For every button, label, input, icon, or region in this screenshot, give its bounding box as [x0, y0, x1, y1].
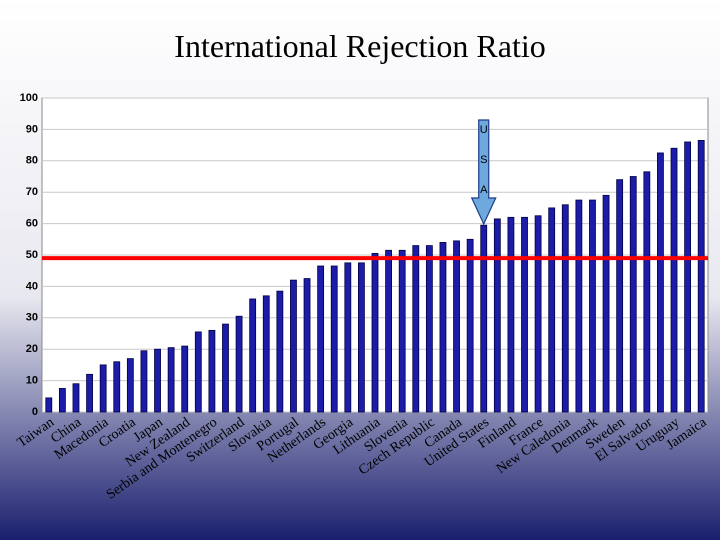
bar — [72, 383, 80, 413]
y-tick-label: 10 — [26, 375, 38, 387]
y-tick-label: 40 — [26, 280, 38, 292]
bar — [412, 245, 420, 413]
bar — [344, 262, 352, 413]
bar — [317, 265, 325, 413]
bar — [290, 279, 297, 413]
y-tick-label: 100 — [20, 92, 38, 104]
bar — [439, 242, 447, 413]
bar — [398, 249, 406, 413]
bar — [181, 345, 189, 413]
bar — [99, 364, 107, 413]
bar — [629, 176, 637, 413]
bar — [45, 397, 53, 413]
y-tick-label: 0 — [32, 406, 38, 418]
bar — [385, 249, 392, 413]
bar — [222, 323, 229, 413]
bar — [262, 295, 270, 413]
bar — [466, 238, 474, 413]
bar — [697, 139, 705, 413]
arrow — [470, 119, 497, 226]
annotation-letter: A — [480, 184, 488, 196]
bar — [453, 240, 460, 413]
bar — [534, 215, 542, 413]
bar — [507, 216, 515, 413]
bar — [670, 147, 678, 413]
bar — [657, 152, 664, 413]
bar — [616, 179, 624, 413]
y-tick-label: 90 — [26, 123, 38, 135]
bar — [249, 298, 257, 413]
bar — [167, 347, 175, 413]
bar — [303, 278, 311, 413]
annotation-letter: U — [480, 124, 488, 136]
bar — [154, 348, 161, 413]
chart-title: International Rejection Ratio — [174, 28, 545, 64]
bar — [140, 350, 148, 413]
bar — [330, 265, 338, 413]
bar — [589, 199, 596, 413]
bar — [194, 331, 202, 413]
bar — [493, 218, 501, 413]
bar — [208, 329, 216, 413]
annotation-letter: S — [480, 154, 487, 166]
bar — [86, 373, 93, 413]
y-tick-label: 50 — [26, 249, 38, 261]
bar — [480, 224, 488, 413]
bar — [684, 141, 692, 413]
bar — [358, 262, 365, 413]
y-tick-label: 30 — [26, 312, 38, 324]
bar — [371, 253, 379, 413]
y-tick-label: 20 — [26, 343, 38, 355]
bar — [276, 290, 284, 413]
bar — [126, 358, 134, 413]
bar — [113, 361, 121, 413]
bar — [561, 204, 569, 413]
bar — [58, 388, 66, 413]
bar — [521, 216, 528, 413]
y-tick-label: 80 — [26, 155, 38, 167]
bar — [235, 315, 243, 413]
bar — [575, 199, 583, 413]
bar — [602, 194, 610, 413]
y-tick-label: 60 — [26, 218, 38, 230]
bar — [643, 171, 651, 413]
y-tick-label: 70 — [26, 186, 38, 198]
bar — [548, 207, 556, 413]
bar — [425, 245, 433, 413]
